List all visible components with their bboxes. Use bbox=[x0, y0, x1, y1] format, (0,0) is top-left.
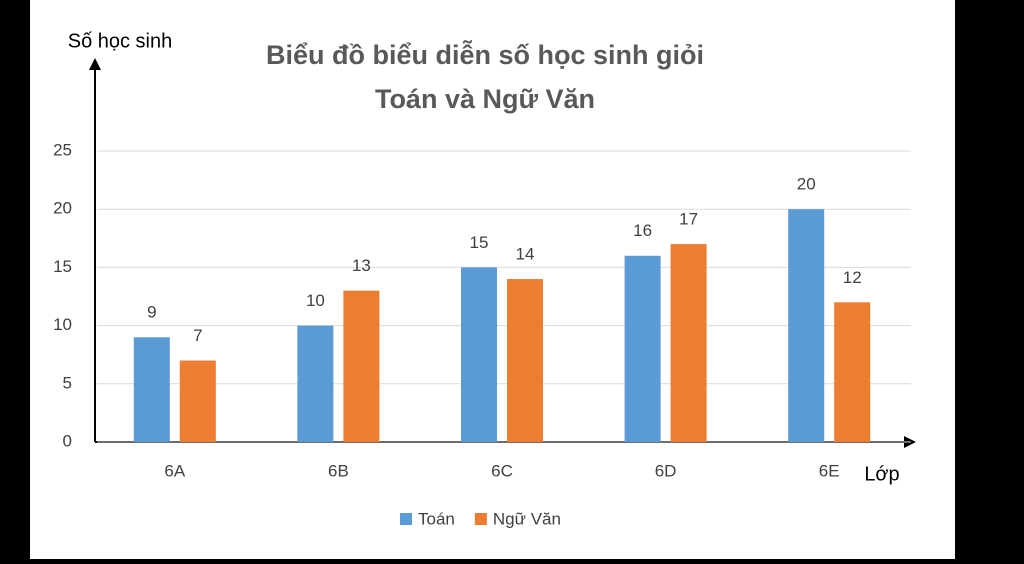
bar bbox=[133, 337, 170, 442]
y-tick-label: 25 bbox=[53, 140, 72, 159]
x-tick-label: 6D bbox=[655, 461, 677, 480]
legend-swatch bbox=[474, 513, 487, 525]
bar bbox=[507, 279, 543, 442]
y-axis-label: Số học sinh bbox=[68, 30, 173, 52]
x-axis-label: Lớp bbox=[864, 463, 899, 485]
chart-title: Toán và Ngữ Văn bbox=[375, 84, 595, 114]
y-tick-label: 15 bbox=[53, 257, 72, 276]
bar bbox=[461, 267, 497, 442]
data-label: 10 bbox=[306, 291, 325, 310]
x-tick-label: 6B bbox=[328, 461, 349, 480]
data-label: 14 bbox=[516, 245, 535, 264]
bar bbox=[179, 360, 216, 442]
bar bbox=[834, 302, 871, 442]
x-tick-label: 6C bbox=[491, 461, 513, 480]
data-label: 16 bbox=[633, 221, 652, 240]
bar bbox=[343, 290, 380, 442]
data-label: 15 bbox=[470, 233, 489, 252]
data-label: 13 bbox=[352, 256, 371, 275]
bar bbox=[297, 325, 334, 442]
y-axis-arrow bbox=[89, 58, 101, 70]
chart-title: Biểu đồ biểu diễn số học sinh giỏi bbox=[266, 39, 704, 70]
y-tick-label: 20 bbox=[53, 199, 72, 218]
data-label: 17 bbox=[679, 210, 698, 229]
y-tick-label: 10 bbox=[53, 315, 72, 334]
bar bbox=[624, 255, 661, 442]
data-label: 9 bbox=[147, 303, 156, 322]
legend-swatch bbox=[400, 513, 412, 525]
bar bbox=[788, 209, 825, 442]
x-tick-label: 6A bbox=[164, 461, 185, 480]
data-label: 20 bbox=[797, 175, 816, 194]
data-label: 7 bbox=[193, 326, 202, 345]
x-tick-label: 6E bbox=[819, 461, 840, 480]
y-tick-label: 0 bbox=[63, 431, 72, 450]
legend-label: Toán bbox=[418, 509, 455, 528]
bar bbox=[670, 244, 707, 442]
legend-label: Ngữ Văn bbox=[493, 509, 561, 528]
data-label: 12 bbox=[843, 268, 862, 287]
y-tick-label: 5 bbox=[63, 373, 72, 392]
